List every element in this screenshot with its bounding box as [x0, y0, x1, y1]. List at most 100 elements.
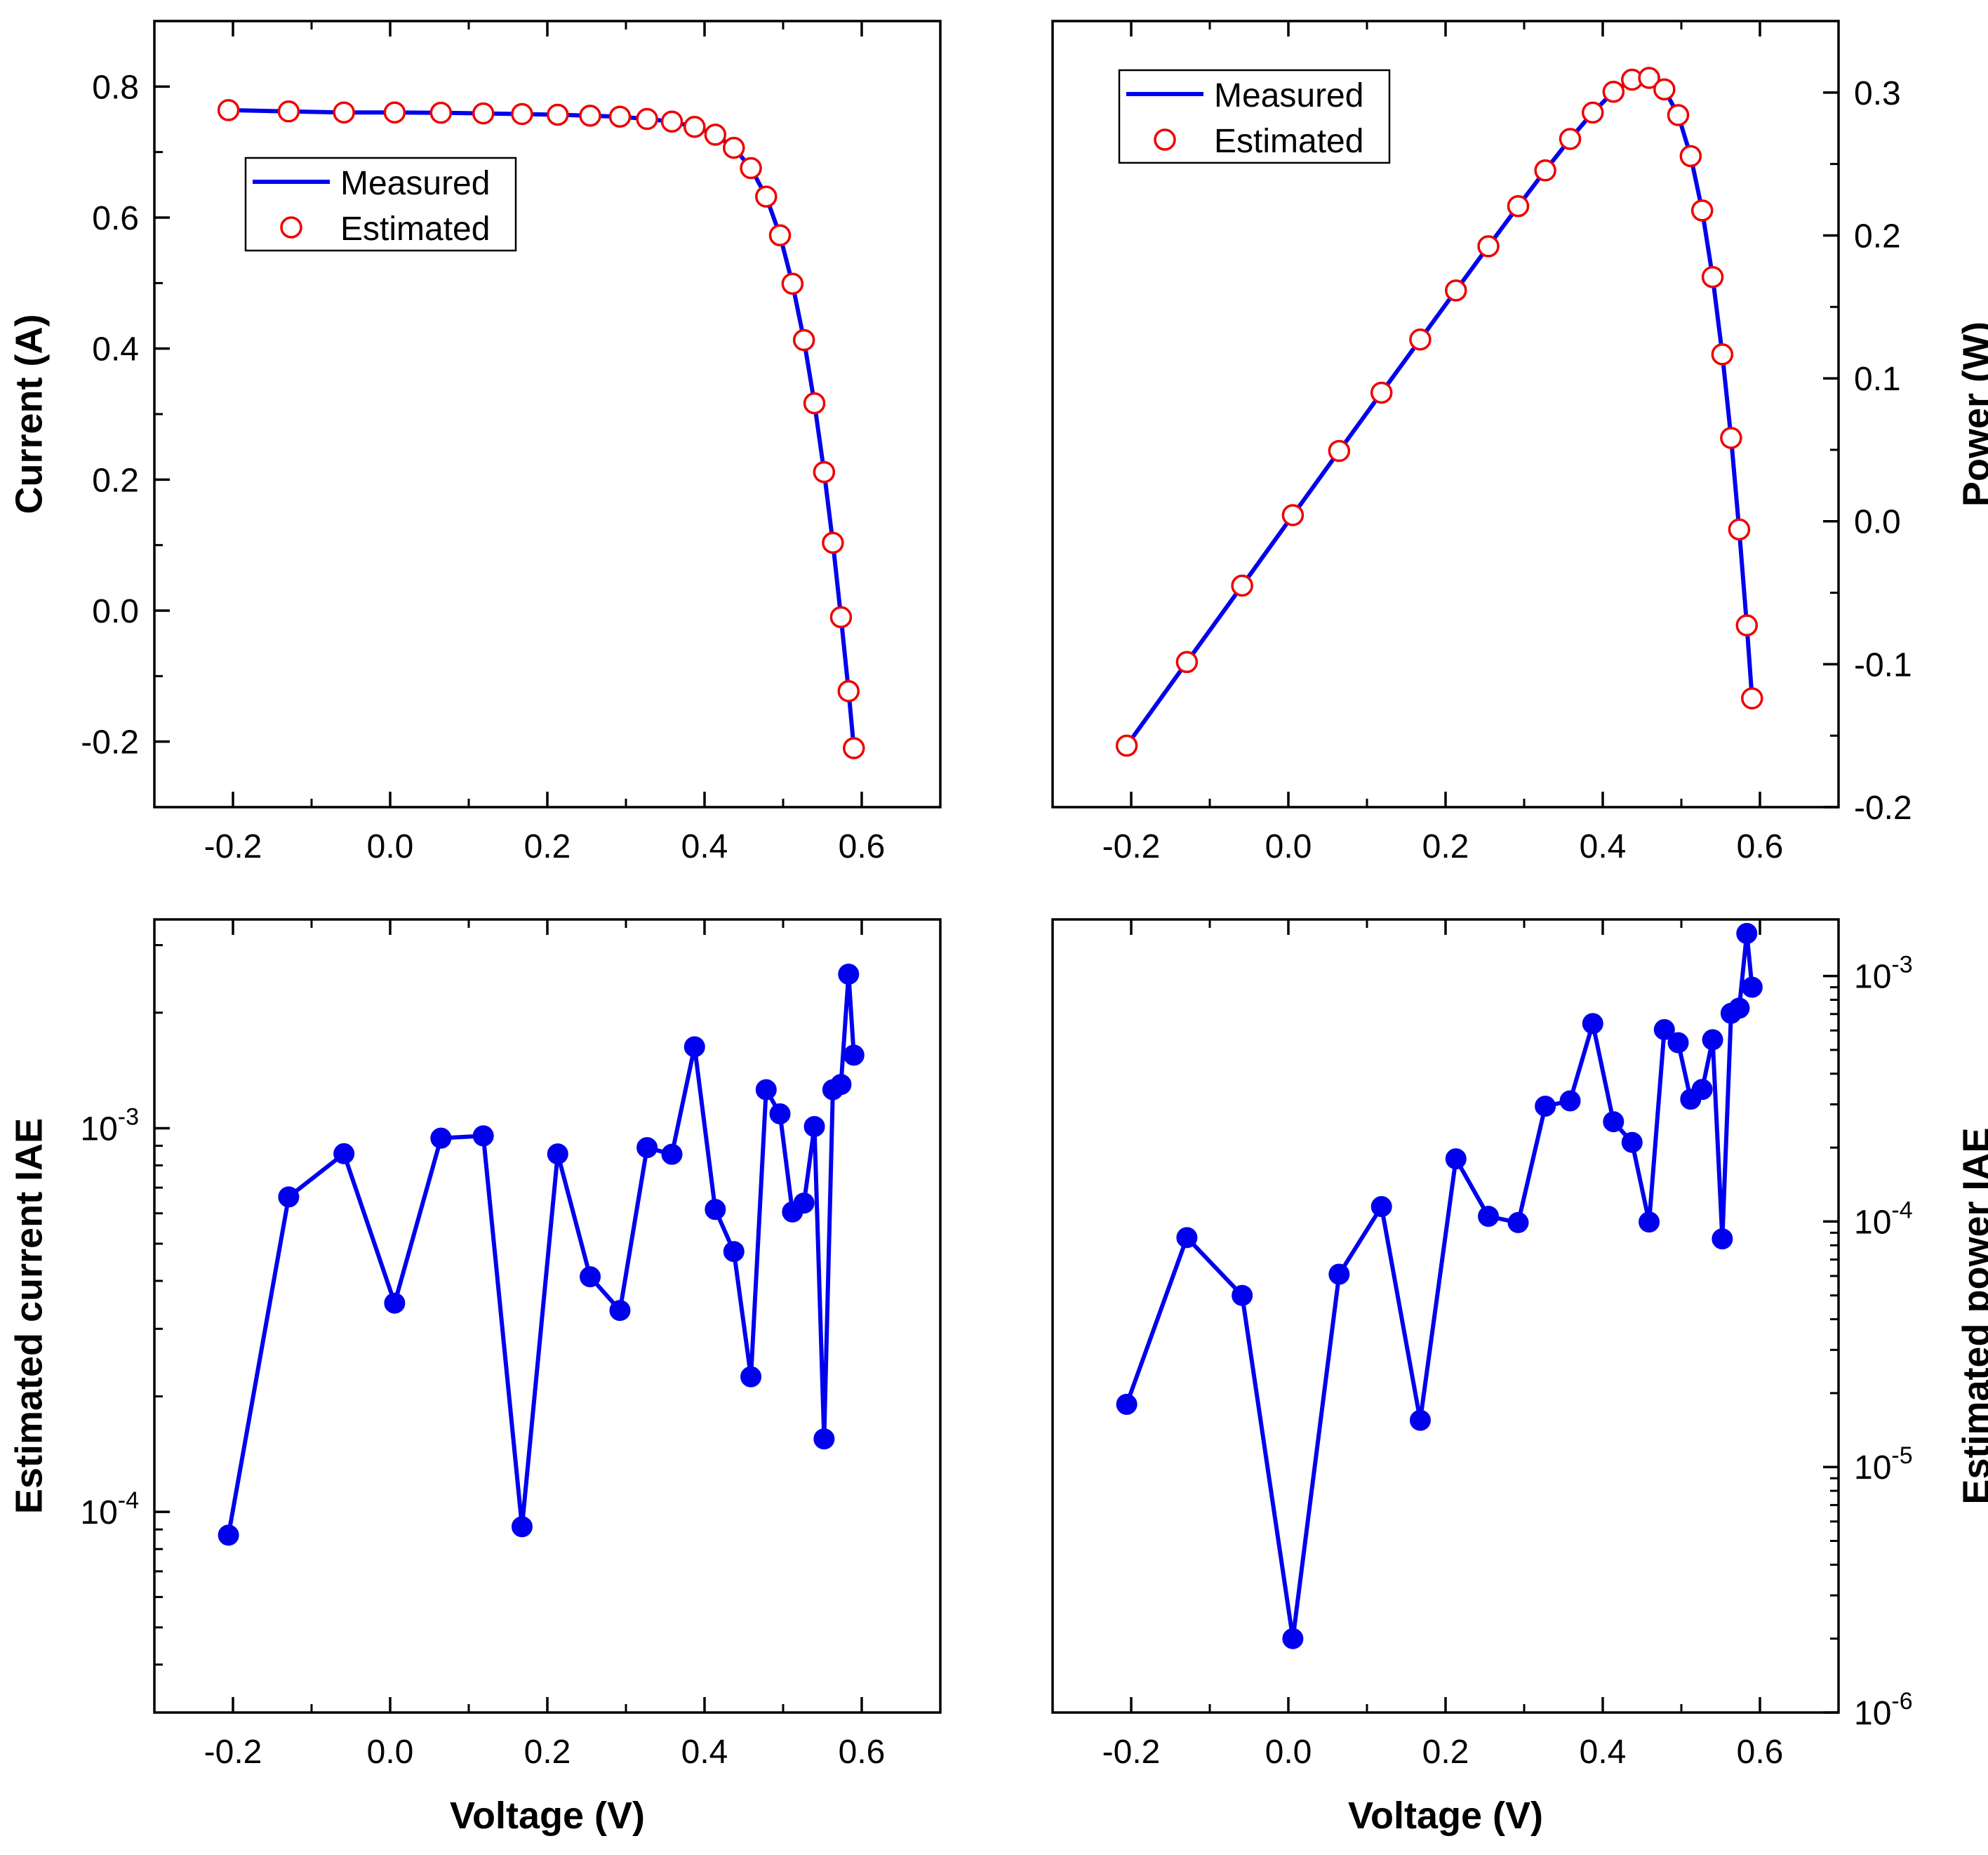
data-point-iae [472, 1125, 494, 1147]
x-tick-label: 0.4 [1580, 828, 1627, 865]
y-tick-label-base: 10 [1854, 1204, 1891, 1241]
data-point-iae [1728, 997, 1750, 1019]
data-point-iae [793, 1192, 815, 1214]
data-point-iae [723, 1241, 745, 1263]
x-tick-label: 0.2 [1422, 1734, 1469, 1771]
data-point-iae [1736, 923, 1758, 945]
data-point-iae [384, 1292, 406, 1314]
data-point-iae [580, 1266, 601, 1288]
data-point-estimated [1735, 614, 1759, 637]
panel-power-vs-voltage: -0.2 0.0 0.2 0.4 0.6 -0.2 -0.1 0.0 0.1 0.2 0.3 Powe… [1051, 20, 1988, 865]
data-point-estimated [608, 105, 632, 128]
data-point-estimated [217, 99, 240, 121]
y-tick-label: 0.8 [92, 69, 139, 106]
legend-label-estimated: Estimated [340, 211, 490, 248]
data-point-estimated [813, 460, 836, 484]
data-point-iae [1639, 1211, 1660, 1233]
data-point-estimated [1728, 518, 1751, 541]
y-tick-label: 0.1 [1854, 361, 1901, 398]
data-point-iae [838, 963, 860, 985]
y-tick-label-exponent: -4 [118, 1487, 139, 1514]
data-point-estimated [660, 110, 683, 133]
x-tick-label: 0.0 [1265, 828, 1312, 865]
data-point-estimated [1281, 504, 1305, 526]
data-point-estimated [781, 272, 804, 295]
x-tick-label: -0.2 [1102, 828, 1161, 865]
data-point-estimated [1559, 128, 1582, 150]
panel-current-vs-voltage: -0.2 0.0 0.2 0.4 0.6 -0.2 0.0 0.2 0.4 0.6 0.8 Curre… [8, 20, 942, 865]
legend-label-measured: Measured [1214, 77, 1363, 114]
data-point-estimated [1534, 159, 1556, 182]
y-axis-title: Power (W) [1955, 321, 1988, 507]
data-point-estimated [1328, 439, 1351, 463]
data-point-iae [1232, 1284, 1253, 1306]
data-point-estimated [579, 105, 601, 127]
y-tick-label-exponent: -3 [118, 1103, 139, 1130]
data-point-iae [1409, 1409, 1431, 1431]
data-point-iae [803, 1116, 825, 1138]
data-point-iae [1282, 1628, 1304, 1649]
data-point-iae [636, 1137, 658, 1159]
x-tick-label: 0.4 [681, 828, 728, 865]
data-point-iae [740, 1366, 762, 1388]
data-point-estimated [740, 157, 762, 180]
data-point-estimated [683, 115, 706, 138]
data-point-estimated [1720, 427, 1742, 449]
data-point-iae [769, 1103, 791, 1124]
y-tick-label: 10-3 [80, 1103, 139, 1148]
data-point-iae [1712, 1228, 1733, 1250]
data-point-estimated [1370, 381, 1393, 404]
data-point-estimated [829, 606, 853, 629]
series-line-current-iae [226, 973, 856, 1536]
data-point-estimated [1445, 279, 1467, 302]
y-tick-label-base: 10 [80, 1110, 117, 1148]
x-tick-label: -0.2 [1102, 1734, 1161, 1771]
y-tick-label-base: 10 [1854, 1695, 1891, 1732]
x-tick-label: 0.0 [367, 1734, 414, 1771]
data-point-estimated [1690, 199, 1714, 222]
data-point-iae [511, 1516, 533, 1538]
y-tick-label: 0.0 [92, 593, 139, 630]
data-point-iae [755, 1079, 777, 1101]
y-tick-label: 0.6 [92, 200, 139, 237]
x-tick-label: -0.2 [204, 1734, 262, 1771]
data-point-iae [843, 1044, 865, 1066]
x-axis-title: Voltage (V) [450, 1795, 645, 1837]
data-point-estimated [704, 124, 727, 146]
y-tick-label: 0.3 [1854, 75, 1901, 112]
data-point-iae [813, 1428, 835, 1450]
data-point-iae [1741, 976, 1763, 998]
data-point-estimated [837, 680, 860, 703]
data-point-estimated [1711, 343, 1734, 366]
data-point-iae [1621, 1131, 1643, 1153]
legend-marker-swatch [1154, 128, 1176, 151]
data-point-iae [1507, 1211, 1529, 1233]
y-tick-label: 0.2 [92, 462, 139, 499]
data-point-iae [430, 1127, 452, 1149]
data-point-iae [1702, 1029, 1723, 1051]
series-line-measured [1125, 75, 1754, 747]
y-tick-label: -0.2 [1854, 790, 1912, 827]
data-point-iae [278, 1186, 300, 1208]
y-tick-label-exponent: -5 [1891, 1442, 1912, 1469]
data-point-estimated [792, 328, 815, 352]
data-point-iae [547, 1143, 568, 1165]
data-point-estimated [822, 531, 844, 554]
data-point-iae [1582, 1013, 1603, 1035]
y-tick-label-exponent: -4 [1891, 1197, 1912, 1223]
data-point-estimated [1741, 687, 1763, 710]
data-point-estimated [1701, 265, 1724, 288]
data-point-iae [1478, 1205, 1500, 1227]
y-tick-label-base: 10 [1854, 959, 1891, 996]
x-axis-title: Voltage (V) [1348, 1795, 1543, 1837]
data-point-estimated [803, 392, 826, 415]
x-tick-label: 0.2 [524, 828, 571, 865]
data-point-estimated [755, 185, 778, 208]
x-tick-label: 0.0 [367, 828, 414, 865]
x-tick-label: 0.4 [1580, 1734, 1627, 1771]
data-point-iae [1176, 1227, 1198, 1249]
legend-label-measured: Measured [340, 165, 490, 202]
data-point-estimated [472, 102, 495, 125]
data-point-estimated [1409, 328, 1432, 351]
series-group [1116, 923, 1763, 1649]
